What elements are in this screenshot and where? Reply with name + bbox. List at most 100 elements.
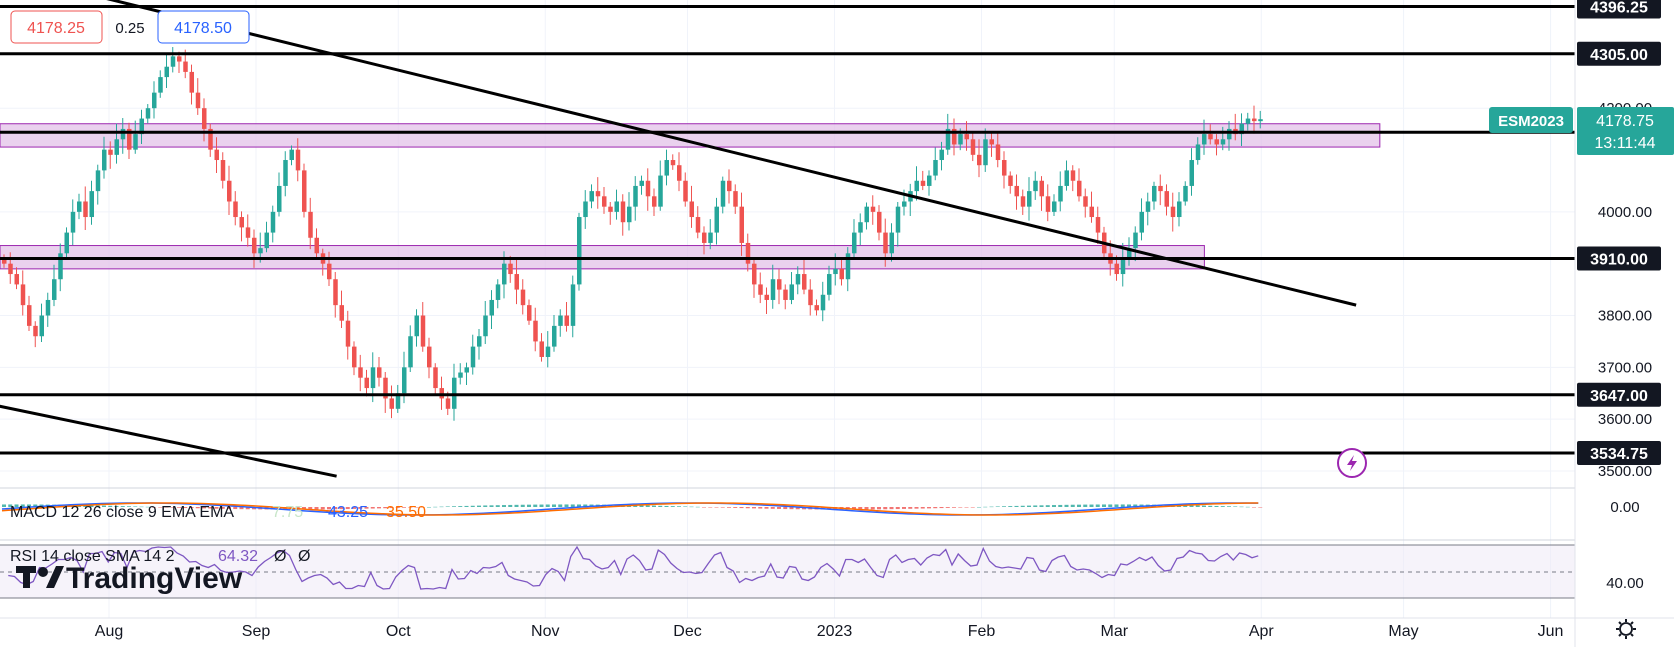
time-tick-label: Nov <box>531 623 559 640</box>
candle-body <box>177 56 182 62</box>
macd-histogram-bar <box>1039 505 1044 507</box>
macd-legend: MACD 12 26 close 9 EMA EMA 7.75 43.25 35… <box>10 504 426 521</box>
candle-body <box>989 139 994 145</box>
candle-body <box>1202 134 1207 145</box>
candle-body <box>14 274 19 285</box>
time-axis[interactable]: Aug Sep Oct Nov Dec 2023 Feb Mar Apr May Jun <box>95 623 1564 640</box>
macd-histogram-bar <box>89 505 94 507</box>
price-level-label: 3647.00 <box>1590 388 1648 405</box>
candle-body <box>114 139 119 155</box>
candle-body <box>483 315 488 337</box>
time-tick-label: Oct <box>386 623 411 640</box>
macd-histogram-bar <box>702 507 706 508</box>
macd-histogram-bar <box>902 507 906 509</box>
macd-histogram-bar <box>870 507 875 510</box>
buy-button[interactable] <box>157 10 250 44</box>
macd-histogram-bar <box>245 507 250 510</box>
candle-body <box>164 66 169 78</box>
candle-body <box>433 367 438 389</box>
sell-button[interactable] <box>10 10 103 44</box>
macd-histogram-bar <box>689 506 694 508</box>
macd-histogram-bar <box>639 505 644 507</box>
trendline[interactable] <box>0 398 337 478</box>
macd-histogram-bar <box>383 507 388 509</box>
candle-body <box>295 149 301 171</box>
candle-body <box>664 160 669 176</box>
macd-histogram-bar <box>1114 504 1119 507</box>
candle-body <box>820 294 826 311</box>
candle-body <box>877 211 882 233</box>
macd-histogram-bar <box>983 506 988 508</box>
macd-histogram-bar <box>495 505 500 507</box>
candle-body <box>527 305 532 321</box>
settings-gear-icon[interactable] <box>1616 619 1636 639</box>
macd-histogram-bar <box>683 506 688 507</box>
candle-body <box>77 201 82 212</box>
rsi-sma-value: Ø <box>274 548 286 565</box>
macd-histogram-bar <box>633 505 638 507</box>
candle-body <box>345 320 351 347</box>
macd-histogram-bar <box>95 505 100 507</box>
candle-body <box>789 284 794 300</box>
macd-histogram-bar <box>33 504 38 507</box>
macd-histogram-bar <box>1083 504 1088 507</box>
trendlines-layer <box>0 0 1357 478</box>
macd-histogram-bar <box>989 506 994 508</box>
lightning-event-icon[interactable] <box>1337 448 1367 478</box>
candle-body <box>270 211 276 233</box>
macd-histogram-bar <box>970 507 975 508</box>
candle-body <box>1127 248 1132 259</box>
macd-histogram-bar <box>745 507 750 509</box>
time-tick-label: Sep <box>242 623 271 640</box>
candle-body <box>102 149 107 171</box>
candle-body <box>58 253 63 280</box>
sr-zone[interactable] <box>0 123 1381 148</box>
candle-body <box>1058 185 1063 202</box>
macd-histogram-bar <box>1189 505 1194 507</box>
macd-histogram-bar <box>783 507 788 510</box>
candle-body <box>939 149 944 161</box>
candle-body <box>652 196 657 207</box>
candle-body <box>377 367 382 378</box>
candle-body <box>1189 160 1194 186</box>
price-level-badge <box>1577 0 1661 19</box>
macd-histogram-bar <box>127 506 131 507</box>
candle-body <box>1214 139 1219 145</box>
macd-histogram-bar <box>1183 505 1188 507</box>
candle-body <box>608 206 613 212</box>
candle-body <box>552 325 557 347</box>
macd-histogram-bar <box>789 507 794 510</box>
candle-body <box>645 180 651 197</box>
macd-histogram-bar <box>958 507 963 508</box>
bid-price: 4178.25 <box>27 20 85 37</box>
price-badge-price: 4178.75 <box>1596 113 1654 130</box>
candle-body <box>995 144 1001 161</box>
candle-body <box>1145 201 1151 212</box>
candle-body <box>64 232 69 254</box>
macd-histogram-bar <box>695 506 700 508</box>
macd-histogram-bar <box>964 507 969 508</box>
time-tick-label: Mar <box>1101 623 1129 640</box>
macd-histogram-bar <box>827 507 831 510</box>
macd-histogram-bar <box>858 507 863 510</box>
candle-body <box>720 180 726 207</box>
candle-body <box>245 227 251 238</box>
macd-pane: 0.00 <box>1 499 1640 516</box>
price-axis[interactable]: 3500.003600.003700.003800.004000.004200.… <box>1598 100 1652 480</box>
candle-body <box>545 346 551 357</box>
candle-body <box>195 92 201 109</box>
candle-body <box>314 237 319 254</box>
time-tick-label: Apr <box>1249 623 1275 640</box>
candle-body <box>1120 258 1126 275</box>
candle-body <box>1070 170 1076 181</box>
macd-histogram-bar <box>152 507 156 508</box>
watermark-text: TradingView <box>66 562 243 595</box>
price-badge: ESM2023 4178.75 13:11:44 <box>1489 107 1674 155</box>
macd-histogram-bar <box>170 507 175 508</box>
price-tick-label: 3800.00 <box>1598 308 1652 325</box>
price-level-label: 3534.75 <box>1590 446 1648 463</box>
macd-histogram-bar <box>995 506 1000 507</box>
candle-body <box>383 377 388 399</box>
level-labels: 4396.254305.004153.503910.003647.003534.… <box>1577 0 1661 465</box>
